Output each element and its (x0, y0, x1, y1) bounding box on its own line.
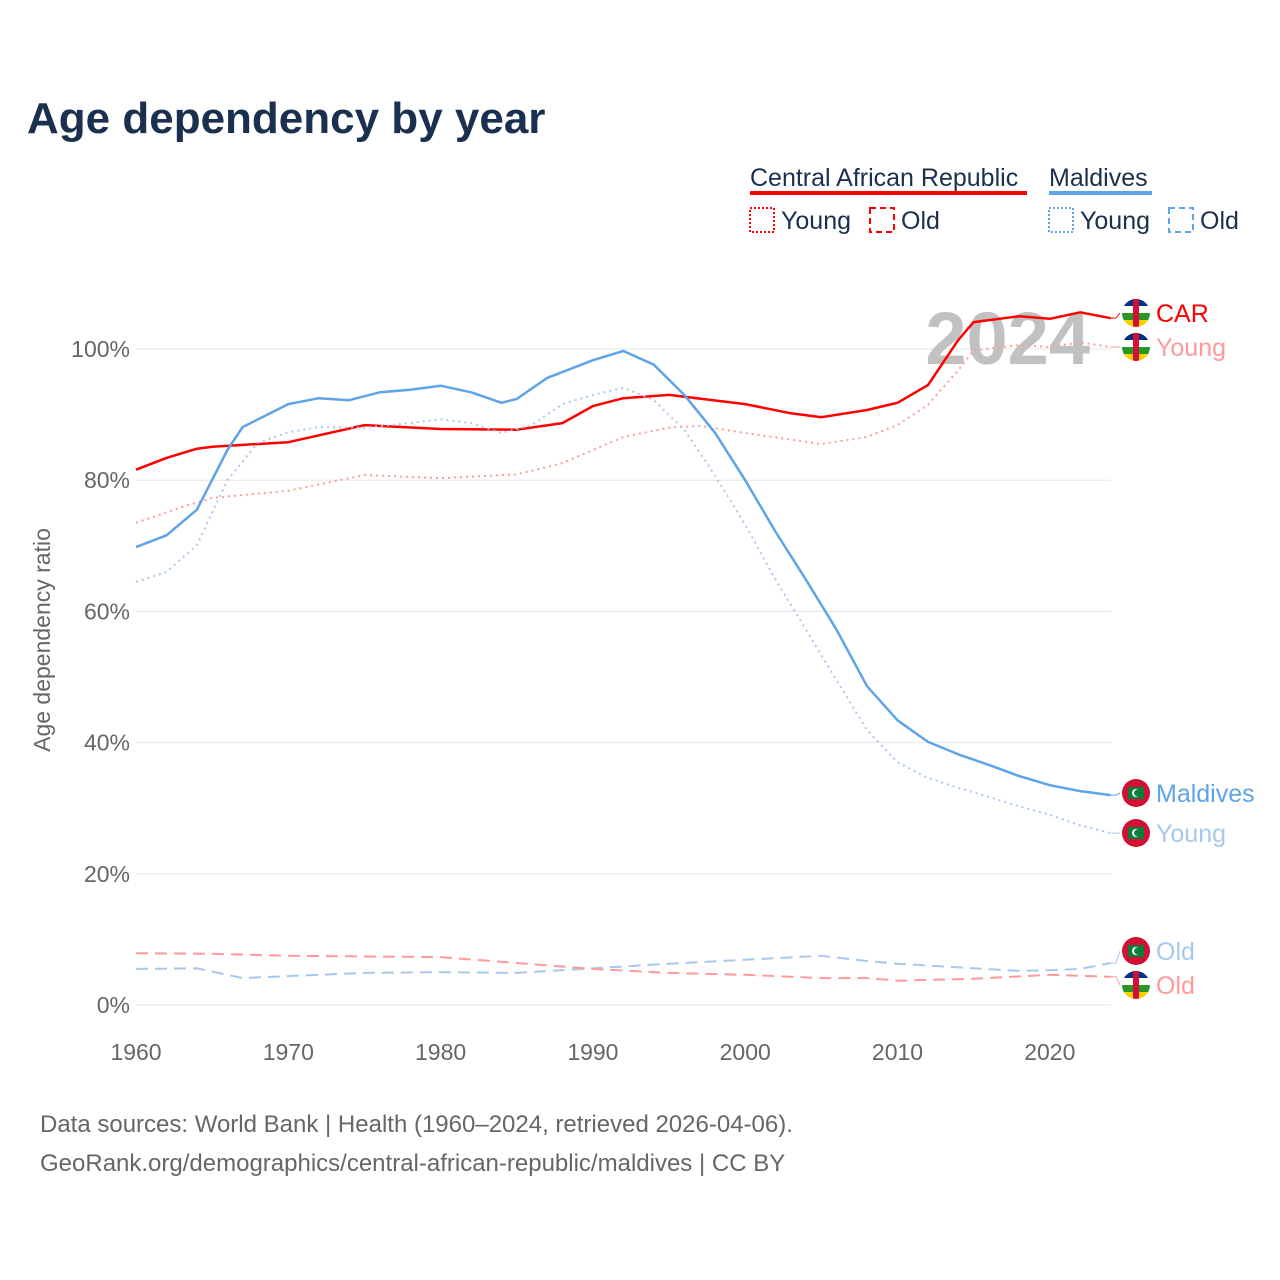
source-line-1: Data sources: World Bank | Health (1960–… (40, 1111, 793, 1138)
car-flag-icon (1122, 299, 1150, 327)
end-label: Old (1156, 938, 1195, 966)
end-label: Maldives (1156, 780, 1255, 808)
x-tick-label: 1990 (567, 1039, 618, 1065)
y-tick-label: 20% (84, 861, 130, 887)
series-line-maldives-young[interactable] (135, 386, 1111, 835)
legend-car-old[interactable]: Old (901, 207, 940, 235)
series-line-maldives-old[interactable] (135, 954, 1111, 980)
end-label-connector (1110, 950, 1121, 964)
car-flag-icon (1122, 971, 1150, 999)
end-label: Old (1156, 972, 1195, 1000)
car-flag-icon (1122, 333, 1150, 361)
end-label-connector (1110, 976, 1121, 986)
chart-title: Age dependency by year (27, 94, 545, 143)
legend-car-old-swatch (869, 207, 895, 233)
legend-maldives-line (1049, 191, 1152, 195)
legend-maldives-old[interactable]: Old (1200, 207, 1239, 235)
x-tick-label: 2000 (720, 1039, 771, 1065)
x-tick-label: 1980 (415, 1039, 466, 1065)
maldives-flag-icon (1122, 819, 1150, 847)
end-label-connector (1110, 312, 1121, 319)
x-tick-label: 1970 (263, 1039, 314, 1065)
legend: Central African Republic Young Old Maldi… (749, 164, 1239, 235)
legend-car-young[interactable]: Young (781, 207, 851, 235)
y-tick-label: 40% (84, 730, 130, 756)
x-tick-label: 2020 (1024, 1039, 1075, 1065)
source-line-2[interactable]: GeoRank.org/demographics/central-african… (40, 1150, 785, 1177)
end-label: Young (1156, 820, 1226, 848)
x-tick-label: 2010 (872, 1039, 923, 1065)
y-tick-label: 60% (84, 598, 130, 624)
legend-maldives-young[interactable]: Young (1080, 207, 1150, 235)
legend-group-car[interactable]: Central African Republic (750, 164, 1018, 192)
series-line-maldives[interactable] (135, 349, 1111, 797)
year-watermark: 2024 (925, 297, 1090, 380)
end-label: CAR (1156, 300, 1209, 328)
y-tick-label: 0% (97, 992, 130, 1018)
legend-car-line (750, 191, 1027, 195)
y-tick-label: 100% (71, 336, 130, 362)
maldives-flag-icon (1122, 937, 1150, 965)
y-tick-label: 80% (84, 467, 130, 493)
grid: 0% 20% 40% 60% 80% 100% 1960 1970 1980 1990 2000 20… (71, 336, 1111, 1065)
series-lines (135, 311, 1111, 982)
end-label: Young (1156, 334, 1226, 362)
end-labels: CAR Young Maldives Young Old Old (1110, 299, 1255, 1000)
end-label-connector (1110, 792, 1121, 796)
series-line-central-african-republic-old[interactable] (135, 952, 1111, 982)
maldives-flag-icon (1122, 779, 1150, 807)
series-line-central-african-republic-young[interactable] (135, 341, 1111, 524)
legend-maldives-old-swatch (1168, 207, 1194, 233)
y-axis-label: Age dependency ratio (29, 528, 55, 752)
x-tick-label: 1960 (110, 1039, 161, 1065)
series-line-central-african-republic[interactable] (135, 311, 1111, 471)
legend-car-young-swatch (749, 207, 775, 233)
legend-group-maldives[interactable]: Maldives (1049, 164, 1148, 192)
legend-maldives-young-swatch (1048, 207, 1074, 233)
